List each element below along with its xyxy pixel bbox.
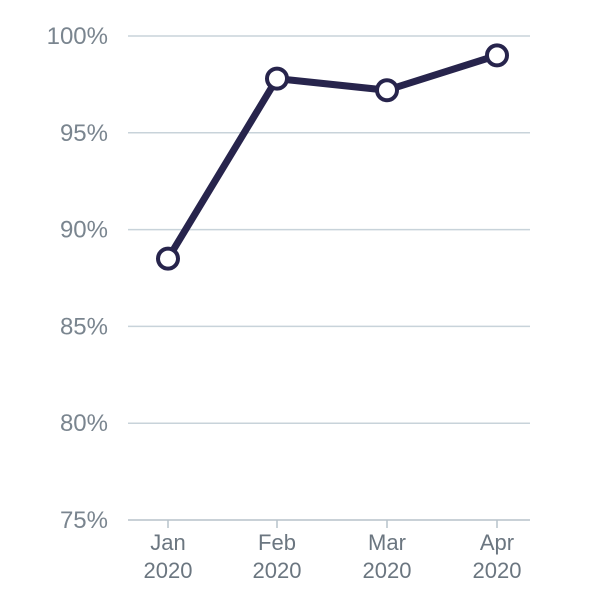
x-tick-label-apr: Apr 2020 (473, 530, 522, 583)
x-tick-label-jan: Jan 2020 (144, 530, 193, 583)
series-layer (156, 43, 509, 271)
y-tick-label-95: 95% (60, 120, 108, 147)
y-tick-label-90: 90% (60, 217, 108, 244)
data-point-feb[interactable] (265, 66, 289, 91)
y-tick-label-75: 75% (60, 507, 108, 534)
gridlines (128, 35, 530, 424)
y-tick-label-80: 80% (60, 410, 108, 437)
data-point-jan[interactable] (156, 246, 180, 271)
y-axis: 75% 80% 85% 90% 95% 100% (47, 23, 108, 534)
x-axis: Jan 2020 Feb 2020 Mar 2020 Apr 2020 (128, 519, 530, 583)
series-line (164, 51, 501, 263)
x-tick-label-feb: Feb 2020 (253, 530, 302, 583)
y-tick-label-100: 100% (47, 23, 108, 50)
y-tick-label-85: 85% (60, 313, 108, 340)
data-point-apr[interactable] (485, 43, 509, 68)
data-point-mar[interactable] (375, 78, 399, 103)
x-tick-label-mar: Mar 2020 (363, 530, 412, 583)
